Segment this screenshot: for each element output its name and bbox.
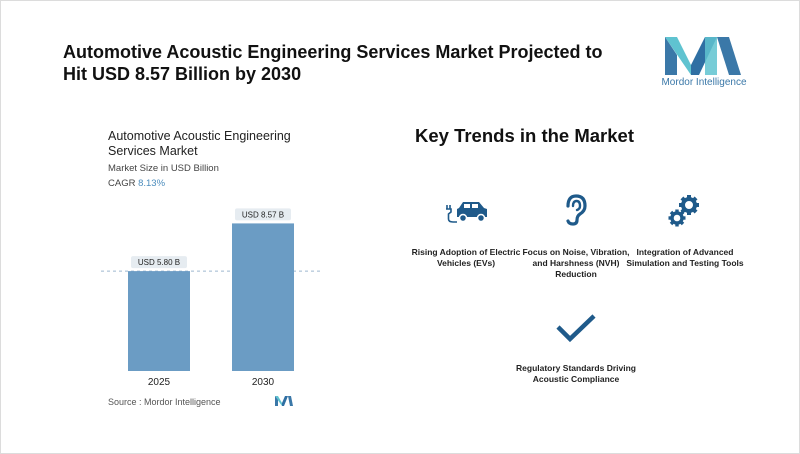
market-size-bar-chart: USD 5.80 B 2025 USD 8.57 B 2030 (101, 208, 321, 388)
x-tick-label-2025: 2025 (148, 377, 171, 388)
source-logo-icon (275, 396, 293, 406)
chart-title: Automotive Acoustic Engineering Services… (108, 129, 291, 158)
electric-car-icon (446, 202, 487, 223)
data-label-2025: USD 5.80 B (138, 258, 180, 267)
gears-icon (668, 195, 699, 227)
data-label-box-2025 (131, 256, 187, 269)
bar-2030 (232, 223, 294, 371)
source-text: Source : Mordor Intelligence (108, 397, 221, 407)
checkmark-icon (556, 314, 596, 343)
trends-title: Key Trends in the Market (415, 125, 634, 146)
trend-label-ev: Rising Adoption of Electric Vehicles (EV… (411, 247, 521, 268)
cagr-label: CAGR (108, 178, 136, 189)
bar-2025 (128, 271, 190, 371)
brand-name: Mordor Intelligence (661, 77, 747, 88)
trend-label-nvh: Focus on Noise, Vibration, and Harshness… (522, 247, 630, 279)
mordor-logo-icon (665, 37, 741, 75)
cagr-text: CAGR 8.13% (108, 178, 165, 189)
data-label-box-2030 (235, 208, 291, 221)
page-title: Automotive Acoustic Engineering Services… (63, 42, 603, 84)
chart-subtitle: Market Size in USD Billion (108, 163, 219, 174)
x-tick-label-2030: 2030 (252, 377, 275, 388)
trend-label-regulatory: Regulatory Standards Driving Acoustic Co… (516, 363, 636, 384)
data-label-2030: USD 8.57 B (242, 210, 284, 219)
trend-label-simulation: Integration of Advanced Simulation and T… (626, 247, 744, 268)
ear-icon (566, 194, 587, 226)
cagr-value: 8.13% (138, 178, 166, 189)
